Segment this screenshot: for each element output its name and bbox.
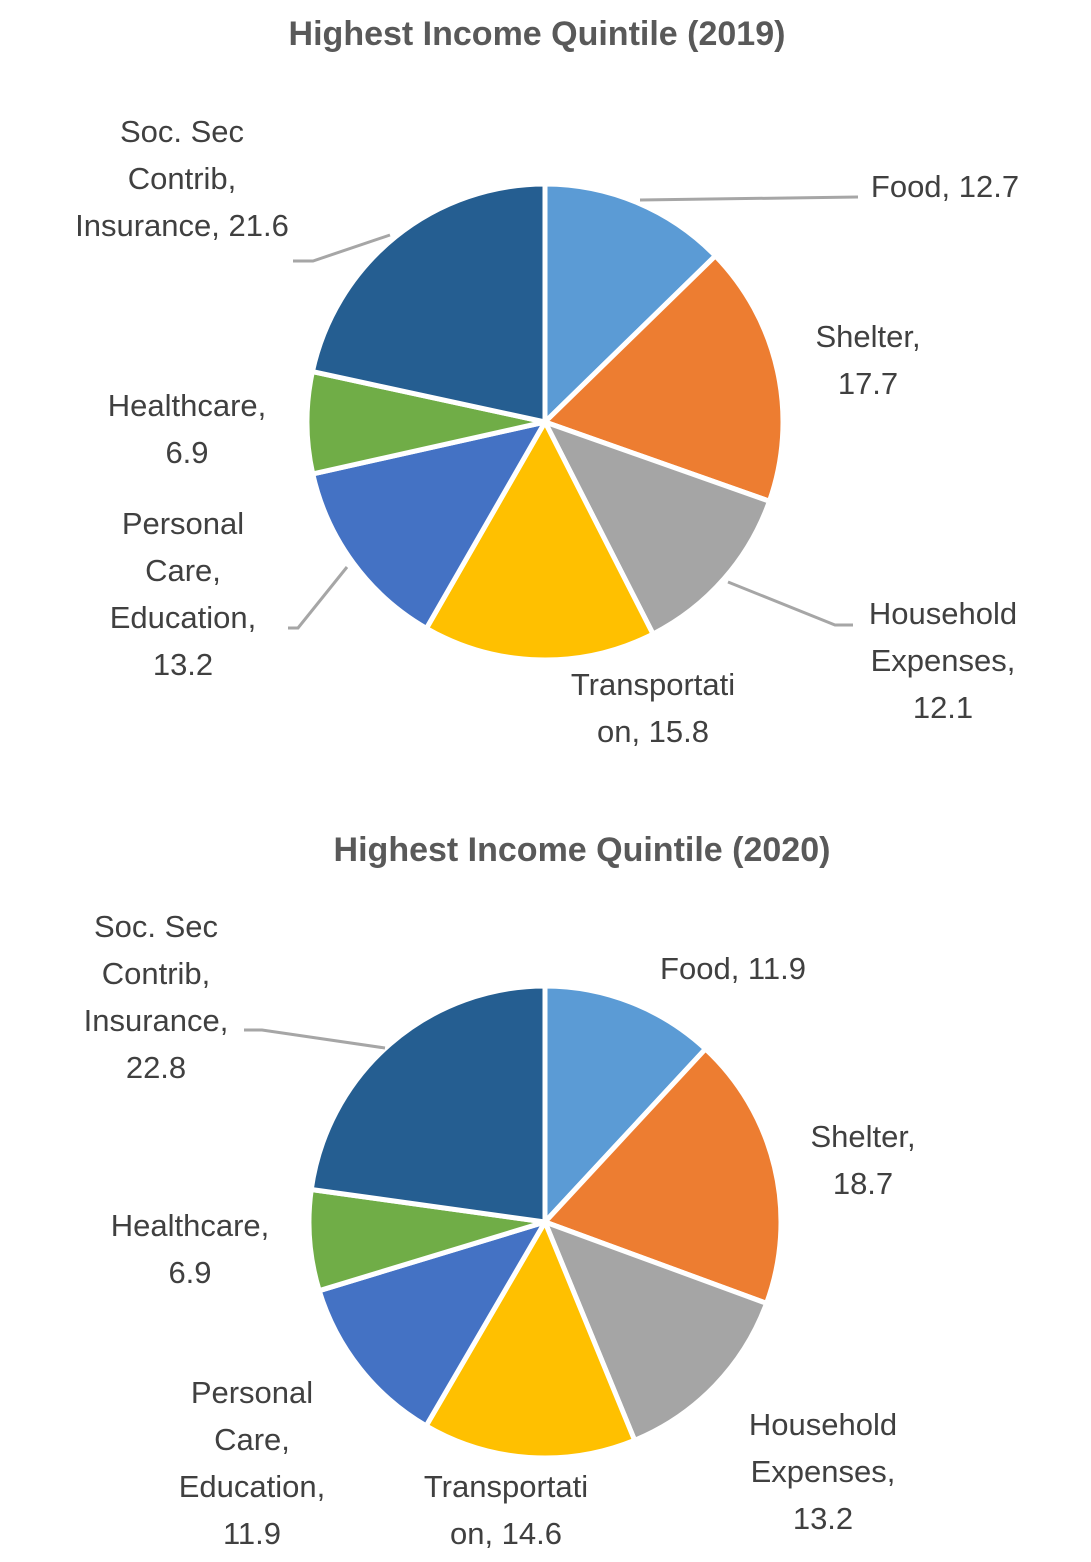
data-label: Household Expenses, 13.2 <box>749 1407 897 1536</box>
data-label-line: Contrib, <box>102 956 211 991</box>
leader-line <box>244 1028 386 1050</box>
data-label: Healthcare, 6.9 <box>111 1208 270 1290</box>
slice-transportation <box>423 1219 638 1461</box>
data-label: Transportati on, 15.8 <box>571 667 735 749</box>
data-label: Transportati on, 14.6 <box>424 1469 588 1551</box>
pie-chart-2020-svg: Highest Income Quintile (2020) Food, 11.… <box>84 831 916 1551</box>
data-label: Food, 11.9 <box>660 951 806 986</box>
data-label-line: 18.7 <box>833 1166 893 1201</box>
data-label-line: on, 14.6 <box>450 1516 562 1551</box>
slice-personal-care-education <box>316 1219 548 1429</box>
data-label-line: Soc. Sec <box>94 909 218 944</box>
data-label-line: Contrib, <box>128 161 237 196</box>
chart-title: Highest Income Quintile (2020) <box>334 831 831 869</box>
data-label-line: 13.2 <box>153 647 213 682</box>
leader-line <box>639 195 859 202</box>
data-label-line: 17.7 <box>838 366 898 401</box>
data-label-line: Household <box>869 596 1017 631</box>
data-label-line: Education, <box>110 600 257 635</box>
data-label: Personal Care, Education, 11.9 <box>179 1375 326 1551</box>
slice-household-expenses <box>542 1219 770 1443</box>
data-label-line: Healthcare, <box>111 1208 270 1243</box>
data-label: Soc. Sec Contrib, Insurance, 22.8 <box>84 909 229 1085</box>
data-label: Shelter, 17.7 <box>815 319 920 401</box>
data-label: Soc. Sec Contrib, Insurance, 21.6 <box>75 114 289 243</box>
pie-chart-2019-svg: Highest Income Quintile (2019) Food, 12.… <box>75 15 1019 749</box>
slice-transportation <box>423 419 656 663</box>
data-label-line: 11.9 <box>223 1516 281 1551</box>
leader-lines <box>288 195 859 630</box>
leader-line <box>727 580 853 627</box>
data-label-line: Transportati <box>571 667 735 702</box>
data-label-line: 22.8 <box>126 1050 186 1085</box>
chart-title: Highest Income Quintile (2019) <box>289 15 786 53</box>
slice-soc-sec-contrib-insurance <box>309 181 548 425</box>
pie-chart-2019: Highest Income Quintile (2019) Food, 12.… <box>75 15 1019 749</box>
data-labels: Food, 11.9 Shelter, 18.7 Household Expenses,… <box>84 909 916 1551</box>
data-label-line: Transportati <box>424 1469 588 1504</box>
data-label-line: Care, <box>214 1422 290 1457</box>
data-label-line: Personal <box>122 506 244 541</box>
data-label-line: Soc. Sec <box>120 114 244 149</box>
data-label-line: Care, <box>145 553 221 588</box>
data-label: Healthcare, 6.9 <box>108 388 267 470</box>
slice-shelter <box>542 1046 784 1306</box>
data-label-line: Shelter, <box>810 1119 915 1154</box>
slice-personal-care-education <box>310 419 548 631</box>
data-label-line: on, 15.8 <box>597 714 709 749</box>
data-label-line: Insurance, 21.6 <box>75 208 289 243</box>
data-label-line: Insurance, <box>84 1003 229 1038</box>
slice-soc-sec-contrib-insurance <box>308 983 548 1225</box>
data-label: Household Expenses, 12.1 <box>869 596 1017 725</box>
data-label-line: Shelter, <box>815 319 920 354</box>
data-label-line: Food, 12.7 <box>871 169 1019 204</box>
slices <box>304 181 786 663</box>
data-label-line: Education, <box>179 1469 326 1504</box>
data-label-line: 6.9 <box>165 435 208 470</box>
data-label-line: Personal <box>191 1375 313 1410</box>
slice-food <box>542 181 718 425</box>
pie-chart-2020: Highest Income Quintile (2020) Food, 11.… <box>0 781 1091 1562</box>
data-label-line: 13.2 <box>793 1501 853 1536</box>
leader-line <box>288 566 349 630</box>
slices <box>306 983 784 1461</box>
slice-household-expenses <box>542 419 772 637</box>
data-label-line: Expenses, <box>751 1454 896 1489</box>
data-label: Shelter, 18.7 <box>810 1119 915 1201</box>
leader-lines <box>244 1028 386 1050</box>
leader-line <box>293 233 391 263</box>
data-label-line: 6.9 <box>168 1255 211 1290</box>
data-label-line: Expenses, <box>871 643 1016 678</box>
data-label-line: Food, 11.9 <box>660 951 806 986</box>
data-label-line: Healthcare, <box>108 388 267 423</box>
data-label-line: Household <box>749 1407 897 1442</box>
slice-food <box>542 983 708 1225</box>
slice-shelter <box>542 253 786 504</box>
data-label: Food, 12.7 <box>871 169 1019 204</box>
data-labels: Food, 12.7 Shelter, 17.7 Household Expenses,… <box>75 114 1019 749</box>
data-label-line: 12.1 <box>913 690 973 725</box>
data-label: Personal Care, Education, 13.2 <box>110 506 257 682</box>
